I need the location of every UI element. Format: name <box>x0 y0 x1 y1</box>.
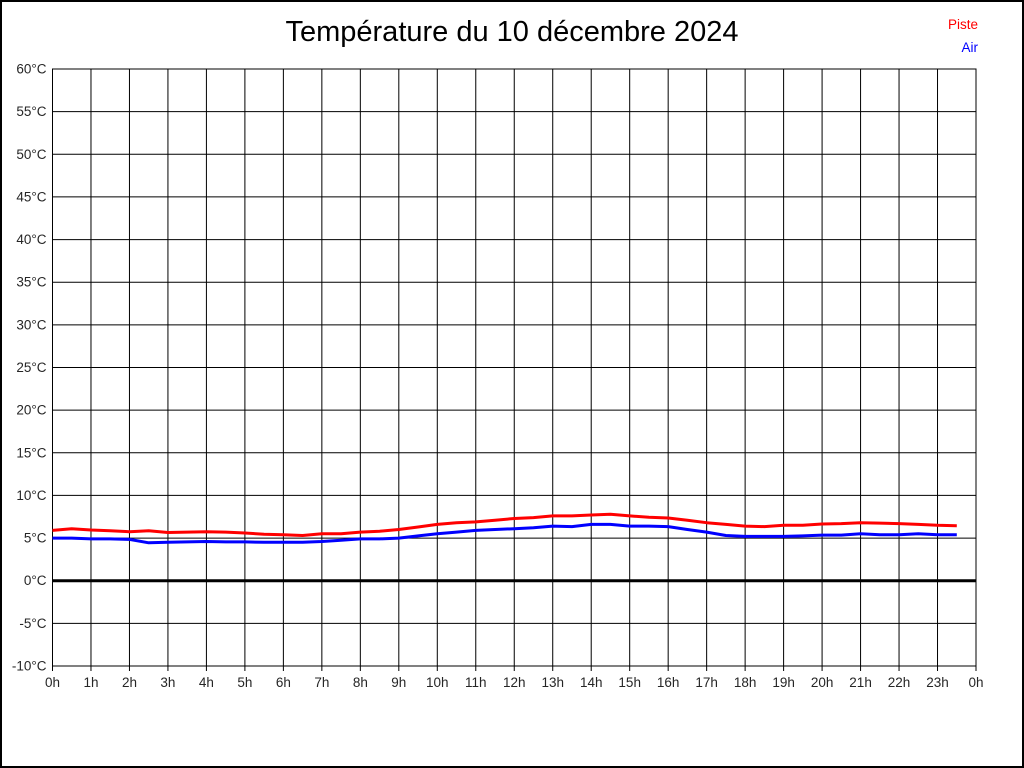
x-axis-label: 5h <box>237 675 252 690</box>
y-axis-label: -10°C <box>12 659 47 674</box>
y-axis-label: 35°C <box>16 275 46 290</box>
plot-border <box>52 68 977 667</box>
x-axis-label: 17h <box>695 675 718 690</box>
x-axis-label: 9h <box>391 675 406 690</box>
y-axis-label: 55°C <box>16 104 46 119</box>
x-axis-label: 4h <box>199 675 214 690</box>
y-axis-label: -5°C <box>19 616 46 631</box>
y-axis-label: 15°C <box>16 445 46 460</box>
x-axis-label: 11h <box>465 675 487 690</box>
chart-title: Température du 10 décembre 2024 <box>285 16 739 48</box>
x-axis-label: 20h <box>811 675 834 690</box>
y-axis-label: 10°C <box>16 488 46 503</box>
legend-label-air: Air <box>961 40 979 55</box>
legend-label-piste: Piste <box>947 17 978 32</box>
legend-item-piste: Piste <box>948 13 978 36</box>
x-axis-label: 12h <box>503 675 526 690</box>
y-axis-label: 5°C <box>24 531 47 546</box>
y-axis-label: 30°C <box>16 317 46 332</box>
y-axis-label: 50°C <box>16 147 46 162</box>
x-axis-label: 22h <box>888 675 911 690</box>
x-axis-label: 3h <box>160 675 175 690</box>
y-axis-label: 25°C <box>16 360 46 375</box>
y-axis-label: 60°C <box>16 62 46 77</box>
x-axis-label: 0h <box>45 675 60 690</box>
x-axis-label: 6h <box>276 675 291 690</box>
legend: Piste Air <box>948 13 978 59</box>
x-axis-label: 16h <box>657 675 680 690</box>
x-axis-label: 18h <box>734 675 757 690</box>
x-axis-label: 0h <box>968 675 983 690</box>
x-axis-label: 13h <box>541 675 564 690</box>
x-axis-label: 23h <box>926 675 949 690</box>
y-axis-label: 40°C <box>16 232 46 247</box>
x-axis-label: 7h <box>314 675 329 690</box>
y-axis-label: 0°C <box>24 573 47 588</box>
x-axis-label: 19h <box>772 675 795 690</box>
x-axis-label: 21h <box>849 675 872 690</box>
legend-item-air: Air <box>948 36 979 59</box>
x-axis-label: 14h <box>580 675 603 690</box>
piste-line <box>52 512 957 537</box>
x-axis-label: 8h <box>353 675 368 690</box>
y-axis-label: 45°C <box>16 189 46 204</box>
x-axis-label: 1h <box>83 675 98 690</box>
x-axis-label: 2h <box>122 675 137 690</box>
x-axis-label: 15h <box>618 675 641 690</box>
y-axis-label: 20°C <box>16 403 46 418</box>
air-line <box>52 522 957 545</box>
x-axis-label: 10h <box>426 675 449 690</box>
